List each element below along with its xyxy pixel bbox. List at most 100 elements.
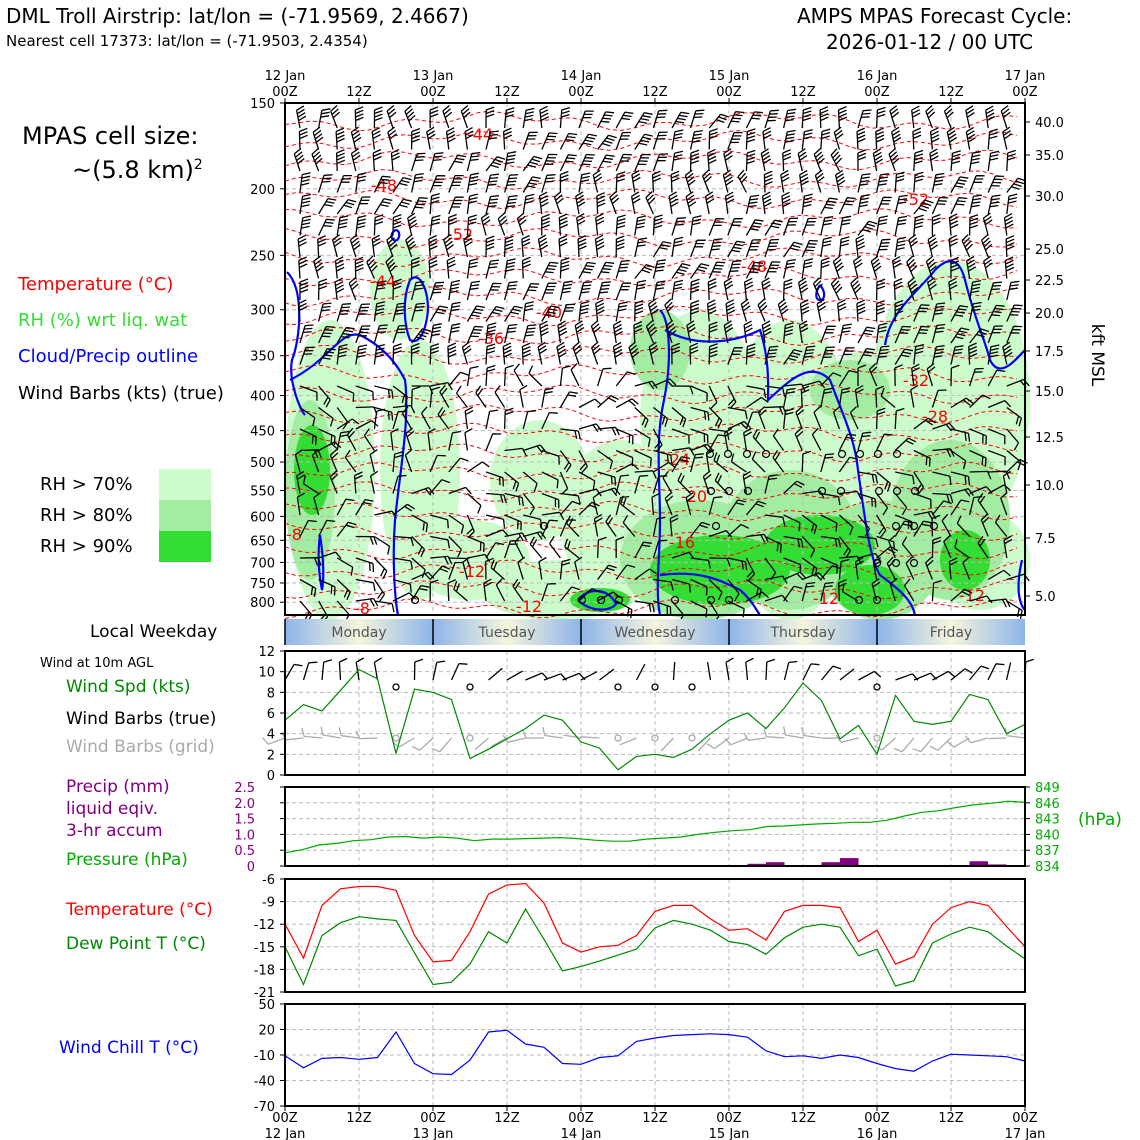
upper-air-wind-barb	[645, 320, 658, 344]
upper-air-wind-barb	[514, 535, 524, 559]
upper-air-wind-barb	[596, 192, 606, 215]
wind-speed-panel-grid	[285, 651, 1025, 775]
upper-air-wind-barb	[559, 257, 570, 279]
upper-air-wind-barb	[980, 513, 990, 537]
upper-air-wind-barb	[578, 423, 602, 433]
upper-air-wind-barb	[578, 450, 588, 474]
station-title: DML Troll Airstrip: lat/lon = (-71.9569,…	[6, 4, 469, 28]
upper-air-wind-barb	[558, 234, 568, 258]
temperature-contour-label: -52	[447, 225, 473, 244]
upper-air-wind-barb	[1003, 213, 1014, 236]
upper-air-wind-barb	[521, 342, 531, 365]
calm-surface-marker	[688, 683, 696, 691]
upper-air-wind-barb	[448, 371, 469, 387]
upper-air-wind-barb	[293, 147, 305, 172]
temperature-contour-label: -44	[467, 125, 493, 144]
surface-wind-barb-grid	[724, 737, 748, 746]
upper-air-wind-barb	[597, 449, 614, 470]
upper-air-wind-barb	[392, 535, 415, 547]
upper-air-wind-barb	[1005, 235, 1015, 258]
upper-air-wind-barb	[762, 127, 772, 150]
upper-air-wind-barb	[392, 451, 404, 473]
upper-air-wind-barb	[574, 320, 585, 344]
upper-air-wind-barb	[522, 131, 538, 150]
upper-air-wind-barb	[743, 277, 754, 301]
upper-air-wind-barb	[994, 514, 1008, 537]
upper-air-wind-barb	[857, 149, 867, 172]
upper-air-wind-barb	[1006, 325, 1023, 344]
upper-air-wind-barb	[299, 324, 314, 344]
top-hour-label: 00Z	[864, 85, 890, 100]
upper-air-wind-barb	[652, 241, 672, 258]
pressure-tick-label: 150	[250, 97, 275, 112]
upper-air-wind-barb	[299, 172, 311, 193]
upper-air-wind-barb	[439, 384, 450, 408]
upper-air-wind-barb	[373, 324, 388, 344]
surface-wind-barb-grid	[320, 726, 341, 739]
upper-air-wind-barb	[392, 557, 414, 570]
upper-air-wind-barb	[430, 535, 451, 549]
upper-air-wind-barb	[913, 343, 925, 365]
surface-wind-barb-true	[599, 668, 615, 681]
upper-air-wind-barb	[373, 579, 386, 602]
temperature-contour-line	[284, 149, 1018, 171]
upper-air-wind-barb	[463, 234, 473, 258]
upper-air-wind-barb	[908, 234, 918, 258]
temperature-contour-line	[284, 227, 1018, 249]
surface-wind-barb-true	[338, 657, 348, 681]
upper-air-wind-barb	[559, 450, 572, 473]
calm-surface-marker-grid	[651, 734, 659, 742]
upper-air-wind-barb	[709, 557, 731, 567]
upper-air-wind-barb	[906, 255, 918, 279]
upper-air-wind-barb	[298, 127, 308, 150]
temperature-contour-line	[284, 520, 1018, 541]
upper-air-wind-barb	[504, 471, 520, 492]
upper-air-wind-barb	[615, 171, 626, 193]
upper-air-wind-barb	[578, 172, 591, 193]
upper-air-wind-barb	[709, 428, 730, 441]
upper-air-wind-barb	[634, 474, 649, 494]
surface-wind-barb-grid	[542, 726, 563, 739]
upper-air-wind-barb	[634, 428, 651, 448]
upper-air-wind-barb	[801, 557, 818, 577]
upper-air-wind-barb	[336, 521, 357, 537]
surface-wind-barb-grid	[893, 737, 915, 753]
legend-rh80-swatch	[159, 500, 211, 531]
upper-air-wind-barb	[485, 322, 497, 344]
upper-air-wind-barb	[596, 367, 612, 387]
surface-wind-barb-grid	[946, 737, 970, 748]
temperature-contour-label: -52	[903, 190, 929, 209]
upper-air-wind-barb	[868, 363, 878, 387]
upper-air-wind-barb	[578, 153, 595, 172]
upper-air-wind-barb	[894, 493, 908, 516]
upper-air-wind-barb	[830, 277, 843, 301]
upper-air-wind-barb	[392, 578, 412, 593]
upper-air-wind-barb	[578, 133, 598, 150]
temperature-panel-grid	[285, 879, 1025, 992]
upper-air-wind-barb	[503, 195, 518, 215]
upper-air-wind-barb	[447, 579, 457, 602]
upper-air-wind-barb	[336, 579, 351, 601]
upper-air-wind-barb	[355, 498, 374, 516]
upper-air-wind-barb	[480, 212, 491, 236]
upper-air-wind-barb	[801, 581, 816, 602]
wind-speed-tick-label: 12	[258, 645, 275, 660]
upper-air-wind-barb	[428, 234, 438, 258]
upper-air-wind-barb	[631, 169, 641, 193]
upper-air-wind-barb	[299, 215, 312, 236]
upper-air-wind-barb	[294, 449, 303, 473]
surface-wind-barb-true	[820, 665, 842, 681]
upper-air-wind-barb	[466, 193, 479, 215]
upper-air-wind-barb	[708, 385, 718, 409]
upper-air-wind-barb	[931, 579, 942, 602]
upper-air-wind-barb	[913, 199, 934, 215]
upper-air-wind-barb	[871, 578, 881, 602]
upper-air-wind-barb	[894, 520, 914, 537]
upper-air-wind-barb	[652, 406, 669, 427]
upper-air-wind-barb	[503, 173, 519, 193]
upper-air-wind-barb	[522, 410, 537, 430]
upper-air-wind-barb	[634, 133, 653, 150]
wind-barbs	[293, 105, 1030, 624]
surface-wind-barb-grid	[988, 737, 1007, 740]
upper-air-wind-barb	[708, 113, 730, 129]
